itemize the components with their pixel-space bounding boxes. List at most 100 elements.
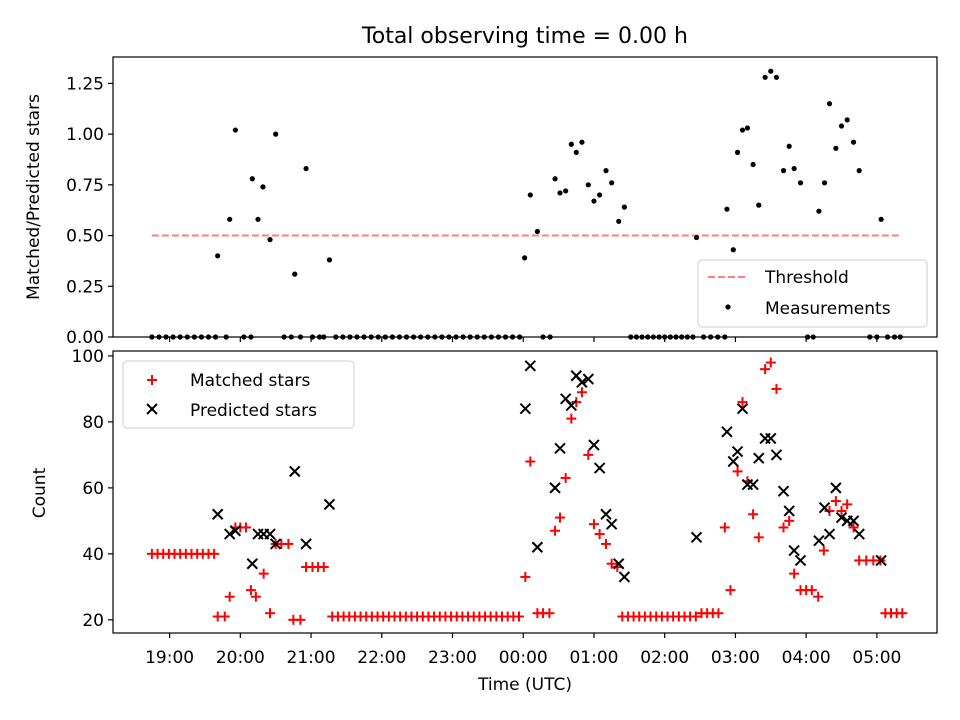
predicted-star-marker xyxy=(788,544,800,557)
predicted-star-marker xyxy=(554,442,566,455)
top-y-tick-label: 0.50 xyxy=(66,227,104,247)
measurement-point xyxy=(773,74,780,80)
top-panel: Total observing time = 0.00 h Matched/Pr… xyxy=(24,24,938,348)
measurement-point xyxy=(844,117,850,123)
predicted-star-marker xyxy=(747,478,759,491)
top-y-tick-label: 0.00 xyxy=(66,328,104,348)
bottom-x-tick-label: 01:00 xyxy=(569,648,618,668)
matched-star-marker xyxy=(224,591,235,602)
predicted-star-marker xyxy=(289,465,301,478)
bottom-x-ticks: 19:00 20:00 21:00 22:00 23:00 00:00 01:00 02:00… xyxy=(145,633,901,668)
measurement-point xyxy=(816,208,822,214)
predicted-star-marker xyxy=(765,432,777,445)
bottom-y-label: Count xyxy=(30,467,50,518)
measurement-point xyxy=(762,74,768,80)
measurement-point xyxy=(878,216,884,222)
predicted-star-marker xyxy=(605,518,618,530)
predicted-star-marker xyxy=(618,571,631,583)
matched-star-marker xyxy=(760,364,771,375)
predicted-star-marker xyxy=(519,403,532,415)
matched-star-marker xyxy=(719,522,730,533)
matched-star-marker xyxy=(897,608,908,619)
predicted-star-marker xyxy=(229,525,242,537)
matched-star-marker xyxy=(318,562,329,573)
predicted-star-marker xyxy=(264,528,276,540)
matched-star-marker xyxy=(265,608,276,619)
predicted-star-marker xyxy=(223,528,236,540)
measurement-point xyxy=(739,127,746,133)
measurement-point xyxy=(838,123,845,129)
bottom-x-label: Time (UTC) xyxy=(477,675,572,695)
predicted-star-marker xyxy=(211,508,224,520)
measurement-point xyxy=(791,165,797,172)
matched-star-marker xyxy=(789,568,800,579)
top-y-label: Matched/Predicted stars xyxy=(24,94,44,300)
matched-star-marker xyxy=(818,545,829,556)
predicted-star-marker xyxy=(690,531,703,544)
predicted-star-marker xyxy=(323,498,336,511)
predicted-star-marker xyxy=(531,541,544,553)
bottom-legend-box xyxy=(122,360,355,429)
predicted-star-marker xyxy=(300,538,312,550)
measurement-point xyxy=(563,188,569,194)
measurement-point xyxy=(693,234,700,241)
matched-star-marker xyxy=(240,522,251,533)
predicted-star-marker xyxy=(721,426,733,438)
matched-legend-swatch xyxy=(147,375,157,385)
measurements-legend-swatch xyxy=(725,304,731,310)
matched-star-marker xyxy=(295,614,306,625)
bottom-plot-frame xyxy=(112,350,938,634)
top-y-tick-label: 1.00 xyxy=(66,125,104,145)
predicted-star-marker xyxy=(847,515,860,527)
measurement-point xyxy=(780,168,787,174)
measurement-point xyxy=(750,161,756,168)
matched-star-marker xyxy=(571,397,582,408)
matched-star-marker xyxy=(258,568,269,579)
matched-star-marker xyxy=(250,591,261,602)
bottom-x-tick-label: 04:00 xyxy=(782,648,831,668)
matched-star-marker xyxy=(778,522,789,533)
bottom-x-tick-label: 03:00 xyxy=(711,648,760,668)
matched-star-marker xyxy=(245,585,256,596)
matched-star-marker xyxy=(725,585,736,596)
matched-star-marker xyxy=(219,611,230,622)
measurement-point xyxy=(616,218,622,224)
measurement-point xyxy=(833,145,839,151)
bottom-x-tick-label: 21:00 xyxy=(287,648,336,668)
predicted-star-marker xyxy=(593,462,606,474)
top-y-ticks: 0.00 0.25 0.50 0.75 1.00 1.25 xyxy=(66,74,113,348)
matched-star-marker xyxy=(690,611,701,622)
predicted-star-marker xyxy=(753,452,765,464)
measurement-point xyxy=(255,216,261,222)
matched-star-marker xyxy=(753,532,764,543)
measurement-point xyxy=(744,125,751,131)
top-legend: Threshold Measurements xyxy=(697,259,928,328)
measurement-point xyxy=(303,165,309,172)
bottom-y-ticks: 20 40 60 80 100 xyxy=(72,347,113,631)
matched-star-marker xyxy=(771,383,782,394)
matched-star-marker xyxy=(576,387,587,398)
matched-star-marker xyxy=(600,538,611,549)
matched-star-marker xyxy=(765,357,776,368)
matched-star-marker xyxy=(748,509,759,520)
measurement-point xyxy=(552,176,558,182)
bottom-y-tick-label: 80 xyxy=(82,413,104,433)
matched-star-marker xyxy=(550,525,561,536)
predicted-star-marker xyxy=(794,554,807,567)
measurement-point xyxy=(585,182,591,188)
top-y-tick-label: 1.25 xyxy=(66,74,104,94)
matched-star-marker xyxy=(842,499,853,510)
predicted-star-marker xyxy=(582,373,595,385)
predicted-star-marker xyxy=(613,558,625,570)
matched-star-marker xyxy=(813,591,824,602)
matched-star-marker xyxy=(784,515,795,526)
measurement-point xyxy=(249,176,255,182)
bottom-legend: Matched stars Predicted stars xyxy=(122,360,355,429)
measurement-point xyxy=(856,168,862,174)
measurement-point xyxy=(821,180,828,186)
measurement-point xyxy=(326,257,333,263)
predicted-star-marker xyxy=(813,534,825,547)
matched-star-marker xyxy=(830,496,841,507)
predicted-star-marker xyxy=(736,403,749,415)
